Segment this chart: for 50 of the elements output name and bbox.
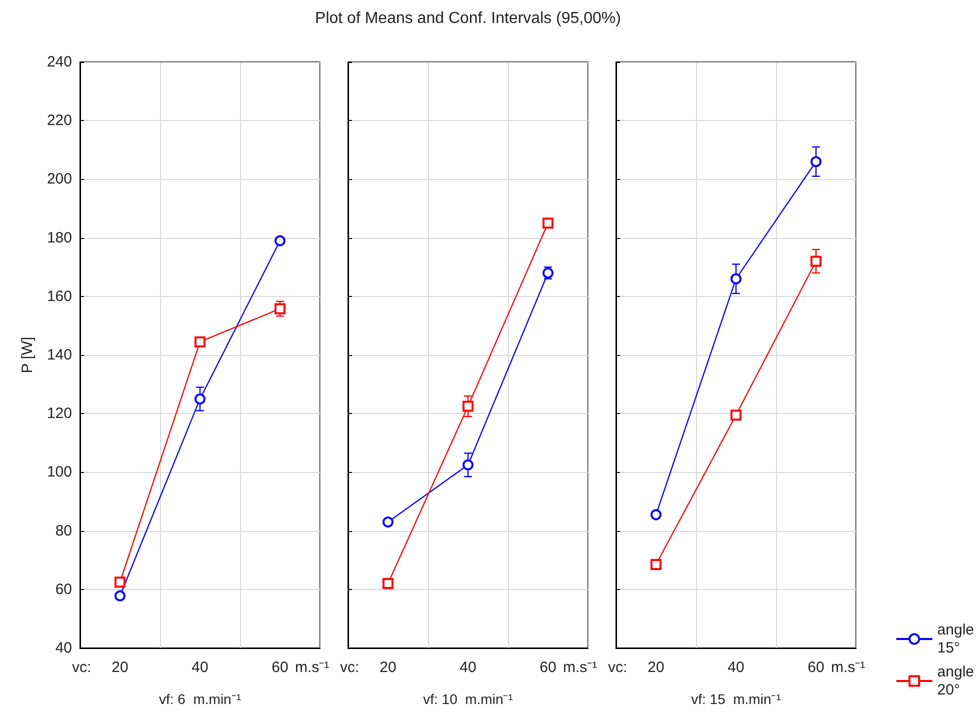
legend-label: angle 20°: [937, 664, 974, 698]
x-axis-title: vf: 6 m.min⁻¹: [158, 691, 242, 707]
point: [194, 336, 206, 348]
point: [730, 410, 742, 421]
y-tick-label: 240: [46, 54, 72, 70]
point: [382, 578, 394, 590]
point: [274, 303, 286, 314]
point: [650, 558, 662, 570]
x-tick-label: 60: [272, 659, 288, 676]
y-tick-label: 40: [55, 640, 72, 656]
point: [810, 256, 822, 267]
text: m.s⁻¹: [295, 659, 330, 676]
point: [114, 590, 126, 602]
x-tick-label: 40: [728, 659, 744, 676]
x-tick-label: 40: [192, 659, 208, 676]
point: [382, 516, 394, 528]
text: m.s⁻¹: [831, 659, 866, 676]
point: [462, 459, 474, 470]
y-tick-label: 60: [55, 580, 72, 598]
point: [810, 156, 822, 168]
point: [542, 218, 554, 229]
x-tick-label: 60: [540, 659, 556, 676]
text: vc:: [72, 659, 92, 676]
point: [194, 393, 206, 404]
x-axis-title: vf: 10 m.min⁻¹: [423, 691, 514, 707]
y-tick-label: 80: [55, 522, 72, 540]
point: [114, 576, 126, 588]
y-tick-label: 160: [46, 288, 72, 305]
point: [462, 400, 474, 412]
point: [650, 509, 662, 520]
legend-label: angle 15°: [937, 622, 974, 656]
y-tick-label: 120: [46, 405, 72, 422]
chart-title: Plot of Means and Conf. Intervals (95,00%): [314, 10, 622, 28]
text: vc:: [608, 659, 628, 676]
x-tick-label: 40: [460, 659, 476, 676]
y-tick-label: 220: [46, 112, 72, 130]
text: m.s⁻¹: [563, 659, 598, 676]
x-tick-label: 20: [380, 659, 396, 676]
y-axis-title: P [W]: [19, 336, 36, 374]
y-tick-label: 180: [46, 229, 72, 246]
x-axis-title: vf: 15 m.min⁻¹: [691, 691, 782, 707]
text: vc:: [340, 659, 360, 676]
point: [730, 273, 742, 284]
x-tick-label: 20: [648, 659, 664, 676]
x-tick-label: 60: [808, 659, 824, 676]
x-tick-label: 20: [112, 659, 128, 676]
y-tick-label: 100: [46, 464, 72, 481]
y-tick-label: 140: [46, 346, 72, 364]
y-tick-label: 200: [46, 170, 72, 188]
point: [274, 235, 286, 246]
